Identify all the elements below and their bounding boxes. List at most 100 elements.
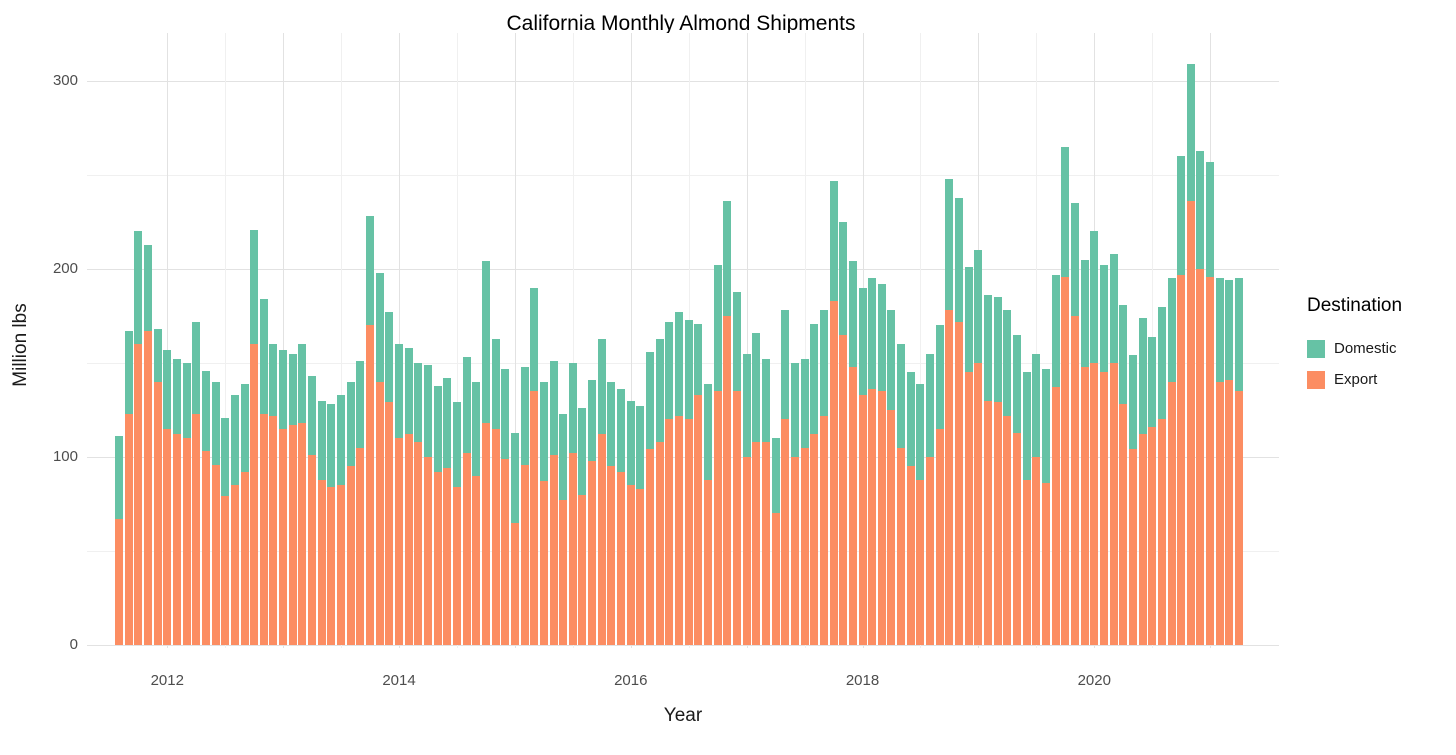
bar-2014-01 [395, 344, 404, 645]
bar-segment-export [1051, 387, 1060, 645]
bar-segment-domestic [443, 378, 452, 469]
bar-segment-export [790, 457, 799, 645]
bar-segment-domestic [559, 413, 568, 501]
bar-2016-07 [684, 319, 693, 645]
bar-segment-export [491, 428, 500, 645]
x-tick-label: 2014 [382, 672, 416, 689]
bar-2013-11 [375, 272, 384, 645]
bar-segment-export [1003, 415, 1012, 645]
bar-2014-03 [414, 363, 423, 645]
bar-segment-domestic [926, 353, 935, 457]
bar-2013-01 [279, 349, 288, 645]
bar-segment-export [704, 479, 713, 645]
bar-segment-domestic [1128, 355, 1137, 450]
bar-segment-export [1070, 316, 1079, 645]
bar-segment-export [626, 485, 635, 645]
bar-segment-export [819, 415, 828, 645]
gridline-major-vertical [167, 33, 169, 648]
bar-segment-export [163, 428, 172, 645]
bar-segment-domestic [414, 363, 423, 442]
bar-2015-09 [588, 379, 597, 645]
bar-segment-domestic [655, 338, 664, 442]
bar-segment-domestic [732, 291, 741, 392]
bar-2018-05 [897, 344, 906, 645]
bar-segment-domestic [935, 325, 944, 429]
bar-segment-export [810, 434, 819, 645]
bar-segment-export [694, 394, 703, 645]
bar-segment-domestic [375, 272, 384, 382]
bar-segment-export [530, 391, 539, 645]
x-tick-label: 2018 [845, 672, 880, 689]
bar-segment-export [520, 464, 529, 645]
x-tick-label: 2012 [150, 672, 184, 689]
bar-2021-02 [1215, 278, 1224, 645]
bar-segment-domestic [520, 366, 529, 465]
bar-2012-10 [250, 229, 259, 645]
bar-2016-02 [636, 406, 645, 645]
bar-segment-domestic [1167, 278, 1176, 382]
gridline-major-vertical [514, 33, 516, 648]
bar-segment-export [308, 455, 317, 645]
bar-2014-12 [501, 368, 510, 645]
bar-segment-export [1225, 379, 1234, 645]
bar-segment-export [433, 472, 442, 645]
bar-segment-domestic [472, 381, 481, 476]
bar-segment-domestic [1041, 368, 1050, 484]
bar-segment-export [935, 428, 944, 645]
bar-segment-domestic [1206, 161, 1215, 277]
bar-2013-06 [327, 404, 336, 645]
bar-segment-export [1099, 372, 1108, 645]
bar-2020-12 [1196, 150, 1205, 645]
x-tick-label: 2020 [1077, 672, 1111, 689]
bar-2012-09 [240, 383, 249, 645]
bar-segment-export [211, 464, 220, 645]
bar-segment-domestic [1003, 310, 1012, 416]
y-axis-title: Million lbs [10, 303, 31, 387]
bar-2015-07 [568, 363, 577, 645]
bar-segment-export [423, 457, 432, 645]
bar-2019-05 [1013, 334, 1021, 645]
bar-segment-domestic [240, 383, 249, 473]
bar-segment-domestic [723, 201, 732, 316]
bar-2020-01 [1090, 231, 1099, 645]
bar-segment-export [1128, 449, 1137, 645]
gridline-minor-vertical [1036, 33, 1038, 648]
bar-2012-07 [221, 417, 230, 645]
bar-segment-domestic [279, 349, 288, 429]
gridline-minor-vertical [225, 33, 227, 648]
bar-segment-domestic [404, 347, 413, 435]
bar-segment-export [1022, 479, 1031, 645]
bar-2020-04 [1119, 304, 1128, 645]
bar-2018-03 [877, 284, 886, 645]
bar-segment-domestic [771, 438, 780, 514]
bar-2015-05 [549, 361, 558, 645]
bar-segment-domestic [694, 323, 703, 395]
bar-segment-domestic [433, 385, 442, 473]
bar-segment-export [675, 415, 684, 645]
bar-segment-domestic [395, 344, 404, 439]
bar-2020-06 [1138, 317, 1147, 645]
bar-2013-10 [366, 216, 375, 645]
bar-segment-domestic [221, 417, 230, 497]
bar-segment-export [288, 425, 297, 645]
bar-2019-10 [1061, 146, 1070, 645]
bar-segment-export [916, 479, 925, 645]
bar-segment-domestic [1196, 150, 1205, 269]
legend-swatch-domestic [1307, 339, 1325, 358]
gridline-major-vertical [399, 33, 401, 648]
bar-segment-domestic [1061, 146, 1070, 277]
bar-segment-domestic [684, 319, 693, 420]
bar-segment-export [839, 334, 848, 645]
bar-2012-08 [230, 394, 239, 645]
bar-segment-domestic [385, 312, 394, 403]
gridline-major-horizontal [87, 81, 1279, 82]
bar-segment-domestic [366, 216, 375, 326]
bar-segment-export [1041, 483, 1050, 645]
bar-2016-12 [732, 291, 741, 645]
bar-segment-export [1206, 276, 1215, 645]
gridline-major-horizontal [87, 645, 1279, 646]
bar-2015-11 [607, 381, 616, 645]
legend-entries: Domestic Export [1307, 333, 1456, 395]
bar-segment-domestic [790, 363, 799, 457]
bar-segment-export [443, 468, 452, 645]
